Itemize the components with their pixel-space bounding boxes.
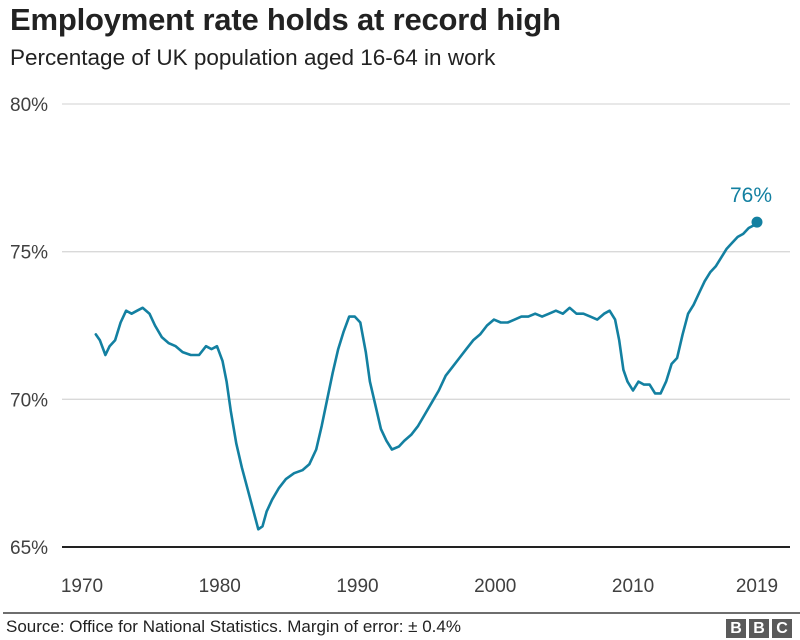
x-tick-label: 1990 [336, 576, 378, 597]
source-note: Source: Office for National Statistics. … [6, 617, 461, 636]
latest-value-marker [751, 216, 763, 228]
x-tick-label: 2019 [736, 576, 778, 597]
bbc-logo-letter: C [772, 619, 792, 638]
line-chart: 80% 75% 70% 65% 1970 1980 1990 2000 2010 2019 76… [10, 95, 790, 597]
gridlines [62, 103, 790, 548]
latest-value-annotation: 76% [730, 184, 772, 207]
bbc-logo-letter: B [726, 619, 746, 638]
x-tick-label: 1970 [61, 576, 103, 597]
x-axis: 1970 1980 1990 2000 2010 2019 [61, 576, 778, 597]
bbc-logo: B B C [726, 619, 792, 638]
y-tick-label: 70% [10, 390, 48, 411]
y-axis: 80% 75% 70% 65% [10, 95, 48, 559]
footer-divider [3, 612, 800, 614]
bbc-logo-letter: B [749, 619, 769, 638]
x-tick-label: 2010 [612, 576, 654, 597]
chart-subtitle: Percentage of UK population aged 16-64 i… [10, 45, 496, 70]
y-tick-label: 80% [10, 95, 48, 116]
y-tick-label: 65% [10, 538, 48, 559]
employment-rate-line [94, 220, 759, 531]
chart-title: Employment rate holds at record high [10, 2, 561, 37]
y-tick-label: 75% [10, 243, 48, 264]
x-tick-label: 1980 [199, 576, 241, 597]
x-tick-label: 2000 [474, 576, 516, 597]
